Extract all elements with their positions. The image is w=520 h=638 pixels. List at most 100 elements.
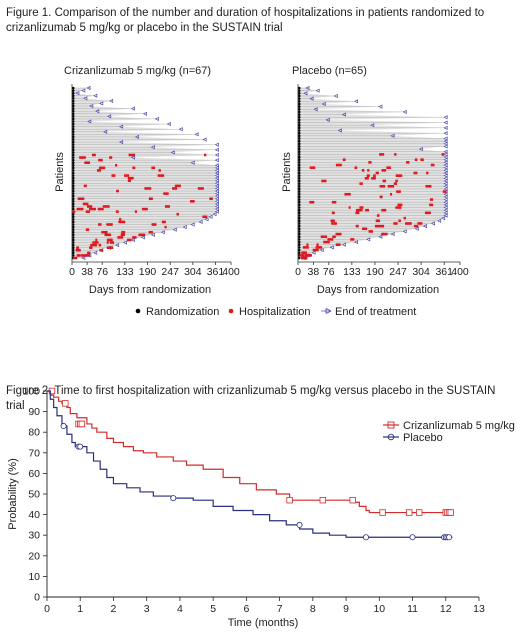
censor-marker — [78, 420, 86, 428]
hospitalization-marker — [209, 197, 213, 201]
y-tick-label: 30 — [28, 530, 40, 542]
randomization-marker — [297, 105, 301, 108]
kaplan-meier-plot: 0 1 2 3 4 5 6 7 8 9 10 11 12 130102030405060708090100… — [7, 386, 485, 630]
y-tick-label: 60 — [28, 468, 40, 480]
hospitalization-marker — [128, 153, 136, 157]
hospitalization-marker — [442, 190, 447, 193]
randomization-marker — [71, 151, 75, 154]
end-of-treatment-marker — [443, 176, 448, 181]
end-of-treatment-marker — [190, 222, 195, 227]
hospitalization-marker — [312, 248, 319, 252]
randomization-marker — [71, 104, 75, 108]
end-of-treatment-marker — [443, 131, 448, 136]
randomization-marker — [71, 161, 75, 164]
hospitalization-marker — [316, 243, 319, 247]
x-tick-label: 133 — [116, 266, 134, 278]
end-of-treatment-marker — [214, 173, 219, 178]
hospitalization-marker — [91, 153, 96, 157]
end-of-treatment-marker — [170, 150, 175, 155]
end-of-treatment-marker — [443, 205, 448, 210]
end-of-treatment-marker — [443, 149, 448, 154]
legend-end-of-treatment-label: End of treatment — [335, 306, 416, 318]
end-of-treatment-marker — [87, 119, 92, 124]
randomization-marker — [297, 179, 301, 183]
hospitalization-marker — [327, 238, 334, 241]
censor-marker — [409, 534, 416, 541]
randomization-marker — [71, 86, 75, 90]
legend-crizanlizumab-label: Crizanlizumab 5 mg/kg — [403, 420, 515, 432]
randomization-marker — [297, 169, 301, 172]
censor-marker — [319, 496, 327, 504]
censor-marker — [415, 509, 423, 516]
hospitalization-marker — [157, 174, 165, 177]
hospitalization-marker — [105, 230, 108, 234]
randomization-marker — [297, 137, 301, 140]
end-of-treatment-marker — [134, 134, 139, 140]
hospitalization-marker — [148, 230, 153, 234]
end-of-treatment-marker — [130, 155, 135, 160]
randomization-marker — [71, 243, 75, 247]
end-of-treatment-marker — [198, 219, 203, 225]
figure1-chart: Crizanlizumab 5 mg/kg (n=67) Patients Da… — [54, 65, 469, 318]
randomization-marker — [71, 97, 75, 100]
randomization-marker — [297, 198, 301, 201]
end-of-treatment-marker — [214, 204, 219, 209]
x-tick-label: 13 — [473, 603, 485, 615]
randomization-marker — [71, 236, 75, 239]
randomization-marker — [297, 155, 301, 159]
hospitalization-marker — [72, 210, 76, 213]
randomization-marker — [71, 251, 75, 255]
end-of-treatment-marker — [114, 243, 120, 248]
x-tick-label: 1 — [77, 603, 83, 615]
end-of-treatment-marker — [337, 128, 342, 133]
hospitalization-marker — [413, 224, 419, 228]
hospitalization-marker — [381, 232, 384, 236]
x-tick-label: 361 — [435, 266, 453, 278]
hospitalization-marker — [202, 215, 208, 219]
end-of-treatment-marker — [130, 237, 135, 243]
end-of-treatment-marker — [443, 136, 448, 141]
randomization-marker — [71, 138, 75, 141]
hospitalization-marker — [344, 192, 351, 196]
end-of-treatment-marker — [160, 230, 165, 235]
censor-marker — [77, 443, 84, 450]
hospitalization-marker — [117, 236, 124, 239]
hospitalization-marker — [332, 235, 336, 239]
end-of-treatment-marker — [443, 181, 448, 186]
hospitalization-marker — [366, 174, 370, 177]
hospitalization-marker — [80, 254, 85, 257]
end-of-treatment-marker — [378, 104, 383, 109]
hospitalization-marker — [379, 195, 383, 199]
end-of-treatment-marker — [430, 221, 435, 226]
hospitalization-marker — [158, 169, 161, 172]
end-of-treatment-marker — [443, 192, 448, 197]
hospitalization-marker — [374, 224, 381, 228]
hospitalization-marker — [98, 158, 103, 162]
y-tick-label: 90 — [28, 406, 40, 418]
hospitalization-marker — [395, 206, 402, 209]
hospitalization-marker — [375, 171, 379, 175]
end-of-treatment-marker — [214, 199, 219, 204]
hospitalization-marker — [118, 220, 126, 224]
hospitalization-marker — [75, 248, 81, 252]
randomization-marker — [297, 235, 301, 239]
end-of-treatment-marker — [329, 245, 334, 250]
hospitalization-marker — [430, 163, 435, 167]
randomization-marker — [297, 115, 301, 119]
hospitalization-marker — [84, 161, 90, 164]
hospitalization-marker — [321, 179, 327, 183]
hospitalization-marker — [330, 219, 335, 223]
end-of-treatment-marker — [166, 121, 171, 127]
end-of-treatment-marker — [130, 106, 135, 111]
hospitalization-marker — [359, 182, 363, 185]
hospitalization-marker — [359, 206, 364, 209]
hospitalization-marker — [380, 224, 385, 228]
end-of-treatment-marker — [202, 137, 207, 142]
randomization-marker — [71, 254, 75, 257]
end-of-treatment-marker — [89, 103, 94, 109]
hospitalization-marker — [342, 158, 346, 162]
hospitalization-marker — [127, 238, 132, 242]
end-of-treatment-marker — [305, 85, 310, 91]
hospitalization-marker — [381, 169, 387, 172]
randomization-marker — [71, 218, 75, 221]
